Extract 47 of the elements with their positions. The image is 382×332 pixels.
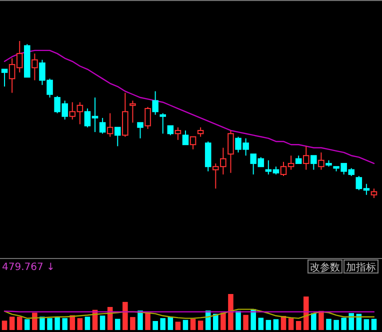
- bar: [334, 320, 339, 330]
- bar: [175, 322, 181, 330]
- bar: [62, 318, 68, 330]
- bar: [220, 312, 226, 330]
- bar: [40, 316, 45, 330]
- bar: [152, 321, 158, 330]
- bar: [138, 310, 143, 330]
- bar: [9, 316, 15, 330]
- text: 改参数: [310, 262, 340, 274]
- bar: [77, 318, 83, 330]
- text: 加指标: [346, 262, 376, 274]
- bar: [54, 317, 60, 330]
- bar: [145, 313, 150, 330]
- bar: [16, 316, 22, 330]
- bar: [84, 316, 90, 330]
- bar: [303, 296, 309, 330]
- bar: [190, 318, 196, 330]
- bar: [273, 319, 279, 330]
- bar: [70, 315, 76, 330]
- bar: [2, 320, 8, 330]
- bar: [24, 319, 30, 330]
- bar: [341, 318, 346, 330]
- bar: [371, 318, 377, 330]
- bar: [198, 320, 204, 330]
- bar: [122, 302, 128, 330]
- bar: [296, 321, 302, 330]
- bar: [32, 312, 38, 330]
- bar: [266, 320, 272, 330]
- bar: [168, 316, 174, 330]
- bar: [228, 294, 234, 330]
- bar: [243, 314, 248, 330]
- bar: [114, 318, 120, 330]
- bar: [318, 310, 324, 330]
- bar: [311, 313, 316, 330]
- bar: [236, 310, 241, 330]
- bar: [364, 319, 370, 330]
- bar: [182, 320, 188, 330]
- bar: [326, 318, 332, 330]
- bar: [288, 318, 294, 330]
- bar: [47, 318, 52, 330]
- bar: [213, 314, 218, 330]
- text: 479.767 ↓: [2, 262, 55, 273]
- bar: [258, 318, 264, 330]
- bar: [100, 316, 106, 330]
- bar: [348, 313, 354, 330]
- bar: [160, 318, 166, 330]
- bar: [130, 317, 136, 330]
